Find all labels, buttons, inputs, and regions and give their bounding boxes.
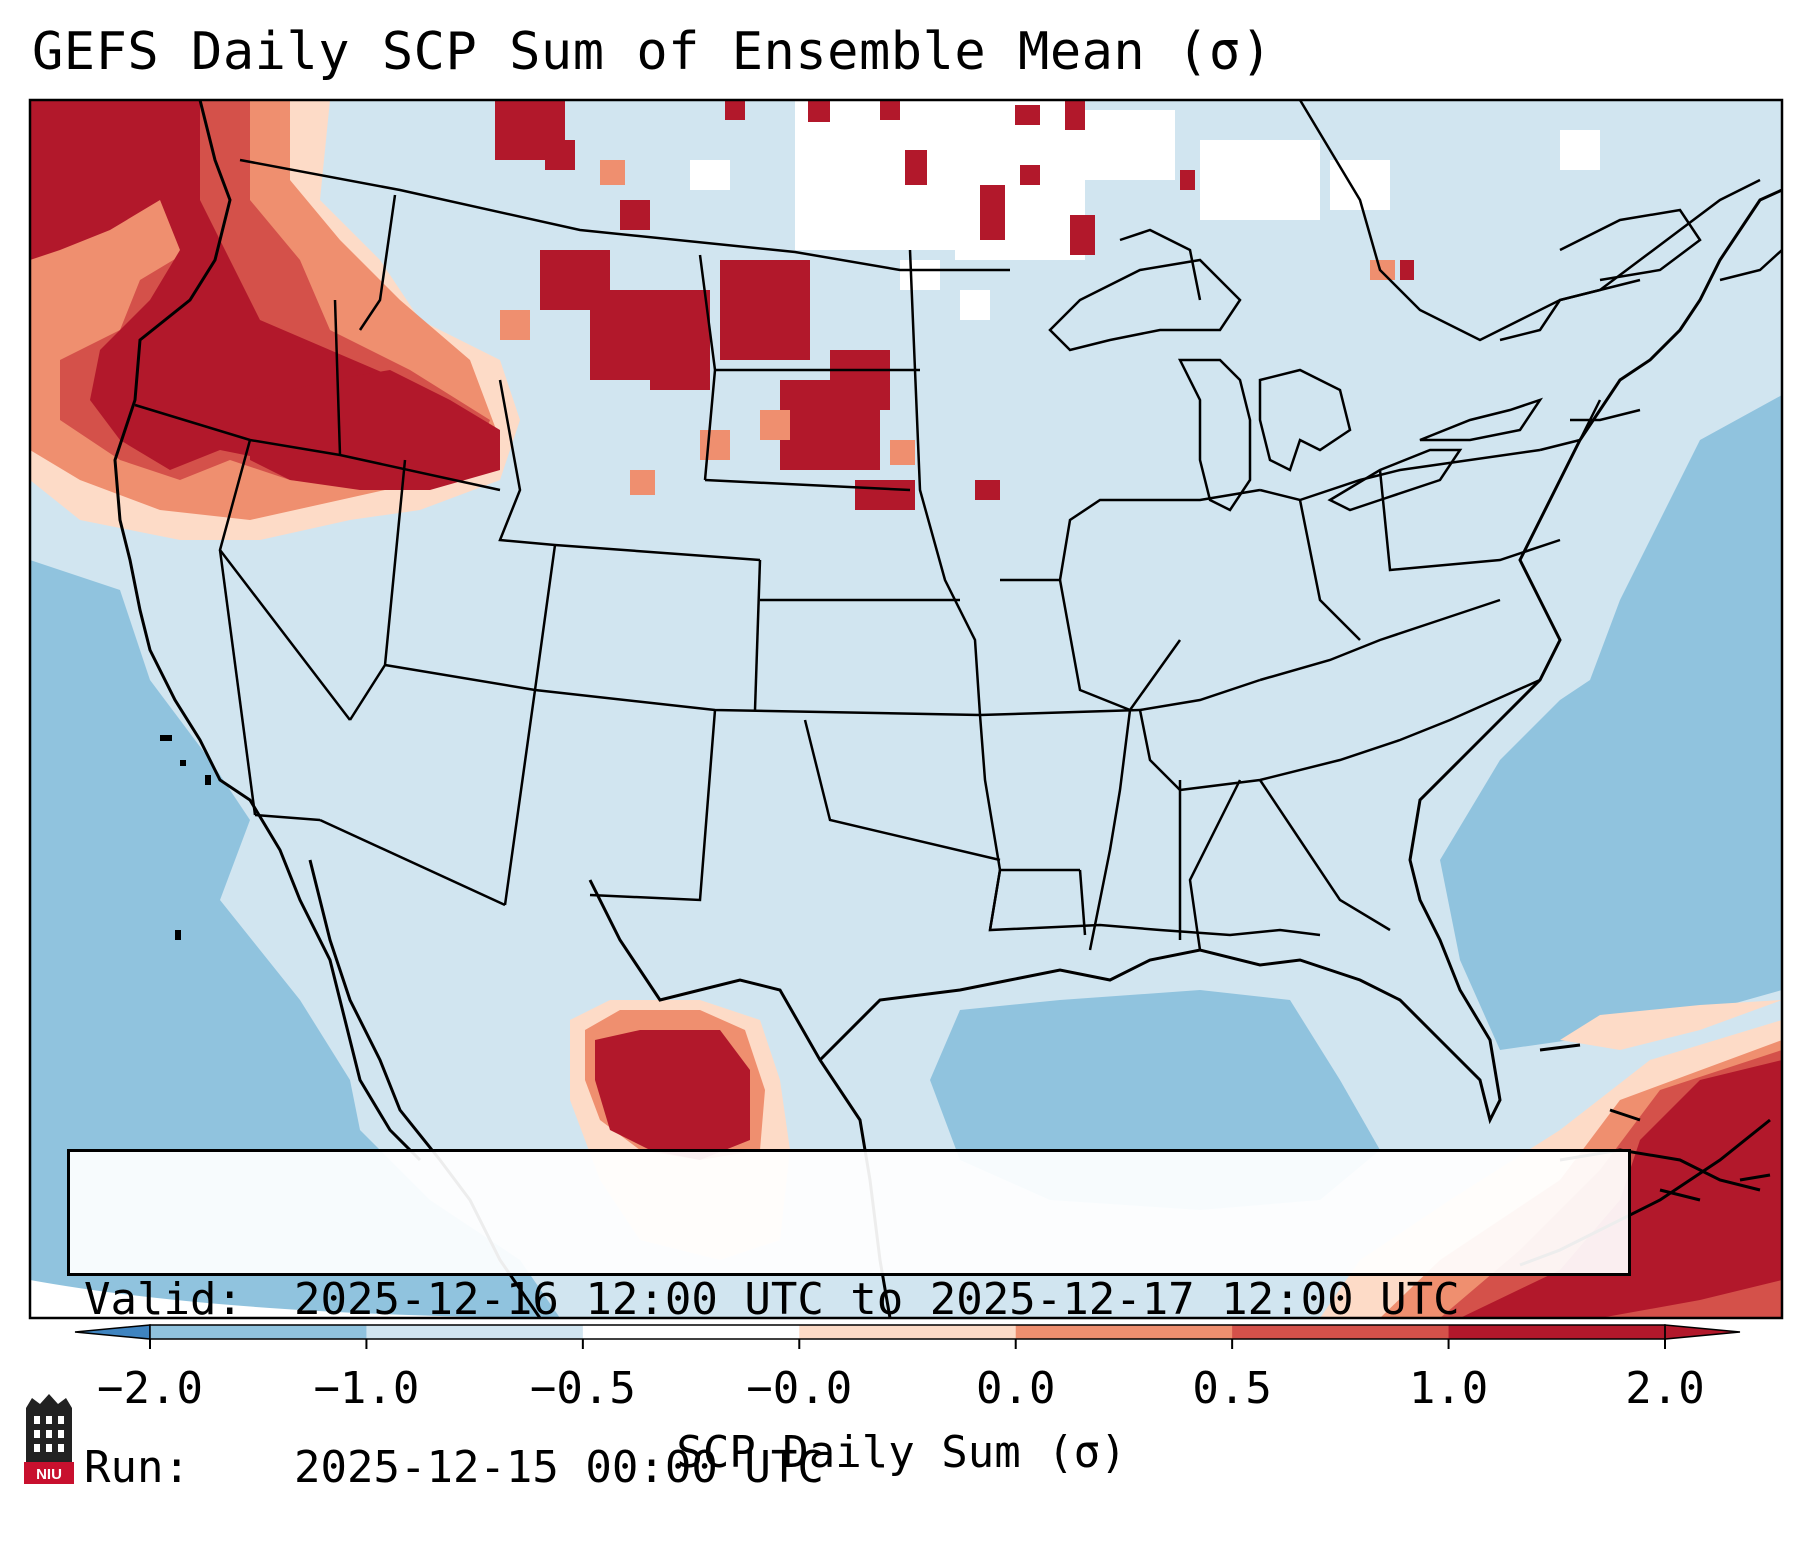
atlantic-blue-region bbox=[1440, 395, 1782, 1050]
colorbar-extend-min bbox=[74, 1324, 151, 1340]
scp-map bbox=[28, 98, 1784, 1320]
colorbar-frame bbox=[149, 1324, 1666, 1340]
colorbar-tick-label: 1.0 bbox=[1408, 1363, 1489, 1414]
colorbar-bin bbox=[1448, 1325, 1666, 1339]
colorbar-bins bbox=[74, 1324, 1741, 1340]
colorbar-label: SCP Daily Sum (σ) bbox=[676, 1427, 1127, 1478]
montana-moderate-blocks bbox=[500, 160, 1395, 495]
pacific-islands bbox=[160, 735, 211, 940]
state-borders bbox=[134, 158, 1641, 951]
valid-row: Valid: 2025-12-16 12:00 UTC to 2025-12-17… bbox=[84, 1272, 1614, 1328]
colorbar-tick-label: −0.5 bbox=[529, 1363, 636, 1414]
colorbar-extend-max bbox=[1664, 1324, 1741, 1340]
colorbar-tick-label: 0.0 bbox=[975, 1363, 1056, 1414]
niu-logo: NIU bbox=[24, 1394, 74, 1484]
run-row: Run: 2025-12-15 00:00 UTC bbox=[84, 1440, 1614, 1496]
colorbar-tick-label: 2.0 bbox=[1625, 1363, 1705, 1414]
colorbar-bin bbox=[1015, 1325, 1233, 1339]
pacific-blue-region bbox=[30, 560, 560, 1318]
mexico-very-high bbox=[595, 1030, 750, 1160]
colorbar-tick-label: −1.0 bbox=[313, 1363, 420, 1414]
colorbar-bin bbox=[582, 1325, 800, 1339]
colorbar-tick-label: −0.0 bbox=[746, 1363, 853, 1414]
canada-neutral-patches bbox=[690, 100, 1600, 320]
logo-text: NIU bbox=[36, 1466, 62, 1483]
caribbean-very-high bbox=[1460, 1060, 1782, 1318]
scattered-canada-red bbox=[725, 100, 1414, 280]
run-value: 2025-12-15 00:00 UTC bbox=[294, 1442, 824, 1493]
colorbar-tick-label: 0.5 bbox=[1192, 1363, 1272, 1414]
great-lakes bbox=[1048, 258, 1544, 512]
colorbar-tick-label: −2.0 bbox=[97, 1363, 203, 1414]
info-box: Valid: 2025-12-16 12:00 UTC to 2025-12-17… bbox=[67, 1149, 1631, 1493]
map-frame bbox=[28, 98, 1784, 1320]
idaho-very-high bbox=[250, 370, 500, 490]
colorbar-bin bbox=[1232, 1325, 1450, 1339]
montana-very-high-blocks bbox=[495, 100, 1000, 510]
colorbar bbox=[74, 1324, 1741, 1349]
colorbar-bin bbox=[366, 1325, 584, 1339]
map-title: GEFS Daily SCP Sum of Ensemble Mean (σ) bbox=[32, 22, 1273, 82]
run-label: Run: bbox=[84, 1442, 190, 1493]
colorbar-tickmarks bbox=[149, 1339, 1666, 1349]
colorbar-bin bbox=[150, 1325, 367, 1339]
colorbar-bin bbox=[799, 1325, 1017, 1339]
logo-badge bbox=[24, 1462, 74, 1484]
valid-label: Valid: bbox=[84, 1274, 243, 1325]
valid-value: 2025-12-16 12:00 UTC to 2025-12-17 12:00… bbox=[294, 1274, 1460, 1325]
atlantic-weak-positive bbox=[1560, 1000, 1782, 1050]
pacific-white-arc bbox=[30, 1280, 600, 1318]
canada-coast bbox=[1119, 100, 1782, 342]
